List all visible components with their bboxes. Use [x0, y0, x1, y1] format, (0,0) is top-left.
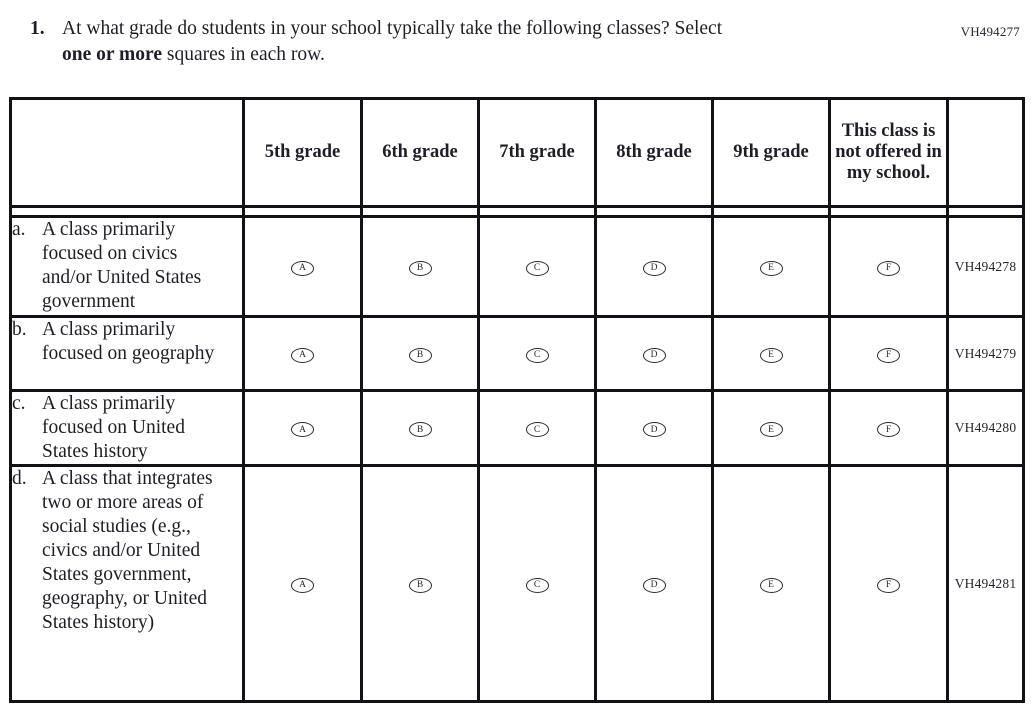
question-block: 1. At what grade do students in your sch…: [30, 16, 910, 68]
answer-cell-9th: E: [711, 215, 831, 318]
option-bubble-f[interactable]: F: [877, 577, 900, 593]
col-header-7th-grade: 7th grade: [477, 97, 597, 208]
answer-cell-7th: C: [477, 215, 597, 318]
page-accession-code: VH494277: [960, 24, 1020, 39]
answer-cell-7th: C: [477, 464, 597, 703]
option-bubble-e[interactable]: E: [759, 422, 783, 438]
answer-cell-6th: B: [360, 389, 480, 467]
option-bubble-d[interactable]: D: [642, 260, 666, 276]
option-bubble-a[interactable]: A: [291, 347, 314, 363]
answer-cell-5th: A: [242, 464, 363, 703]
row-accession-code: VH494279: [946, 315, 1025, 392]
question-text: At what grade do students in your school…: [62, 16, 722, 68]
question-bold-phrase: one or more: [62, 44, 163, 65]
table-row-c: c. A class primarily focused on United S…: [9, 389, 1025, 467]
option-bubble-f[interactable]: F: [877, 347, 900, 363]
row-stem: d. A class that integrates two or more a…: [9, 464, 245, 703]
answer-cell-5th: A: [242, 315, 363, 392]
col-header-8th-grade: 8th grade: [594, 97, 714, 208]
col-header-6th-grade: 6th grade: [360, 97, 480, 208]
row-accession-code: VH494280: [946, 389, 1025, 467]
answer-cell-not-offered: F: [828, 215, 949, 318]
answer-cell-7th: C: [477, 389, 597, 467]
row-letter: b.: [12, 319, 27, 340]
option-bubble-d[interactable]: D: [642, 347, 666, 363]
option-bubble-c[interactable]: C: [525, 422, 549, 438]
option-bubble-d[interactable]: D: [642, 422, 666, 438]
row-stem-text: A class that integrates two or more area…: [42, 468, 213, 633]
row-stem: b. A class primarily focused on geograph…: [9, 315, 245, 392]
col-header-5th-grade: 5th grade: [242, 97, 363, 208]
header-empty-code-cell: [946, 97, 1025, 208]
answer-cell-9th: E: [711, 464, 831, 703]
question-number: 1.: [30, 18, 45, 39]
row-accession-code: VH494281: [946, 464, 1025, 703]
col-header-not-offered: This class is not offered in my school.: [828, 97, 949, 208]
answer-cell-not-offered: F: [828, 389, 949, 467]
answer-cell-8th: D: [594, 464, 714, 703]
option-bubble-a[interactable]: A: [291, 577, 314, 593]
answer-cell-9th: E: [711, 389, 831, 467]
question-line2-rest: squares in each row.: [162, 44, 325, 65]
option-bubble-d[interactable]: D: [642, 577, 666, 593]
answer-cell-8th: D: [594, 215, 714, 318]
option-bubble-a[interactable]: A: [291, 422, 314, 438]
row-stem-text: A class primarily focused on geography: [42, 319, 215, 364]
option-bubble-f[interactable]: F: [877, 422, 900, 438]
row-letter: a.: [12, 219, 26, 240]
answer-cell-6th: B: [360, 215, 480, 318]
option-bubble-b[interactable]: B: [408, 422, 432, 438]
option-bubble-e[interactable]: E: [759, 347, 783, 363]
table-row-b: b. A class primarily focused on geograph…: [9, 315, 1025, 392]
answer-cell-6th: B: [360, 464, 480, 703]
table-row-d: d. A class that integrates two or more a…: [9, 464, 1025, 703]
answer-cell-8th: D: [594, 389, 714, 467]
answer-cell-8th: D: [594, 315, 714, 392]
row-accession-code: VH494278: [946, 215, 1025, 318]
option-bubble-b[interactable]: B: [408, 347, 432, 363]
row-letter: d.: [12, 468, 27, 489]
answer-cell-5th: A: [242, 389, 363, 467]
option-bubble-a[interactable]: A: [291, 260, 314, 276]
table-row-a: a. A class primarily focused on civics a…: [9, 215, 1025, 318]
row-stem: c. A class primarily focused on United S…: [9, 389, 245, 467]
header-row: 5th grade 6th grade 7th grade 8th grade …: [9, 97, 1025, 208]
answer-cell-not-offered: F: [828, 315, 949, 392]
answer-cell-5th: A: [242, 215, 363, 318]
row-stem: a. A class primarily focused on civics a…: [9, 215, 245, 318]
answer-cell-6th: B: [360, 315, 480, 392]
option-bubble-e[interactable]: E: [759, 577, 783, 593]
row-stem-text: A class primarily focused on civics and/…: [42, 219, 202, 312]
option-bubble-c[interactable]: C: [525, 260, 549, 276]
question-line1: At what grade do students in your school…: [62, 18, 723, 39]
row-stem-text: A class primarily focused on United Stat…: [42, 393, 185, 462]
col-header-9th-grade: 9th grade: [711, 97, 831, 208]
option-bubble-b[interactable]: B: [408, 260, 432, 276]
option-bubble-b[interactable]: B: [408, 577, 432, 593]
answer-cell-not-offered: F: [828, 464, 949, 703]
row-letter: c.: [12, 393, 26, 414]
response-grid-table: 5th grade 6th grade 7th grade 8th grade …: [9, 97, 1025, 703]
header-empty-stem-cell: [9, 97, 245, 208]
option-bubble-c[interactable]: C: [525, 347, 549, 363]
answer-cell-7th: C: [477, 315, 597, 392]
header-double-rule-gap: [9, 205, 1025, 218]
questionnaire-page: VH494277 1. At what grade do students in…: [0, 16, 1031, 717]
option-bubble-e[interactable]: E: [759, 260, 783, 276]
option-bubble-f[interactable]: F: [877, 260, 900, 276]
option-bubble-c[interactable]: C: [525, 577, 549, 593]
answer-cell-9th: E: [711, 315, 831, 392]
